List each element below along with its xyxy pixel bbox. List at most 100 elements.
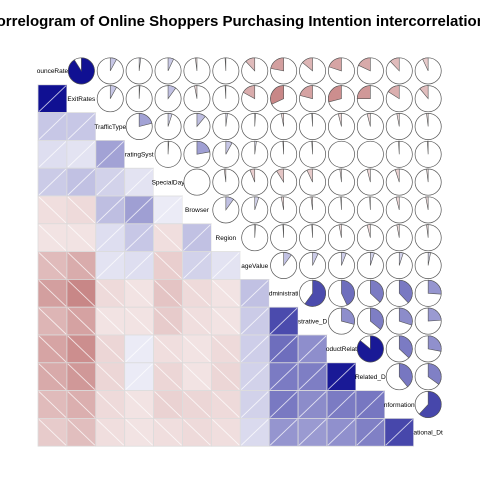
shade-hatch-line <box>38 419 67 446</box>
diagonal-cell <box>153 168 183 196</box>
shade-hatch-line <box>240 419 269 446</box>
pie-wedge <box>341 279 355 306</box>
pie-wedge <box>270 85 284 105</box>
pie-wedge <box>138 85 141 99</box>
pie-wedge <box>370 252 375 266</box>
pie-wedge <box>194 85 198 99</box>
shade-hatch-line <box>125 307 153 335</box>
variable-label: Region <box>216 235 237 242</box>
pie-wedge <box>398 279 413 304</box>
shade-hatch-line <box>298 391 327 418</box>
shade-hatch-line <box>154 307 182 335</box>
chart-title: Correlogram of Online Shoppers Purchasin… <box>0 13 480 30</box>
pie-wedge <box>283 252 292 267</box>
diagonal-cell <box>413 418 443 447</box>
shade-hatch-line <box>67 141 96 168</box>
shade-hatch-line <box>96 224 125 251</box>
pie-wedge <box>370 279 384 303</box>
pie-wedge <box>398 140 400 155</box>
pie-wedge <box>249 168 256 183</box>
pie-wedge <box>311 224 313 238</box>
diagonal-cell <box>211 223 241 252</box>
pie-wedge <box>426 168 429 183</box>
shade-hatch-line <box>183 391 211 418</box>
pie-wedge <box>270 57 284 72</box>
variable-label: TrafficType <box>94 124 126 131</box>
diagonal-cell <box>66 84 96 113</box>
pie-wedge <box>394 168 400 183</box>
shade-hatch-line <box>96 391 125 418</box>
pie-wedge <box>427 279 442 295</box>
pie-wedge <box>369 196 371 210</box>
shade-hatch-line <box>183 280 211 307</box>
shade-hatch-line <box>67 419 96 446</box>
pie-wedge <box>223 168 227 183</box>
pie-wedge <box>167 140 170 155</box>
shade-hatch-line <box>38 307 67 335</box>
shade-hatch-line <box>96 335 125 363</box>
pie-wedge <box>366 224 371 238</box>
pie-wedge <box>254 113 256 127</box>
shade-hatch-line <box>125 196 153 224</box>
pie-wedge <box>254 140 257 155</box>
shade-hatch-line <box>96 168 125 196</box>
pie-wedge <box>225 140 233 155</box>
pie-wedge <box>337 113 342 127</box>
variable-label: strative_D <box>298 318 328 325</box>
diagonal-cell <box>240 251 270 280</box>
pie-wedge <box>194 57 198 71</box>
variable-label: Browser <box>185 207 210 214</box>
diagonal-cell <box>95 112 125 141</box>
shade-hatch-line <box>154 252 182 279</box>
pie-wedge <box>398 363 413 388</box>
pie-wedge <box>242 85 256 100</box>
pie-outline <box>356 140 384 168</box>
pie-wedge <box>358 57 371 72</box>
pie-wedge <box>225 113 228 127</box>
pie-wedge <box>282 140 284 155</box>
shade-hatch-line <box>183 252 211 279</box>
diagonal-cell <box>355 362 385 391</box>
shade-hatch-line <box>67 113 96 140</box>
shade-hatch-line <box>154 363 182 390</box>
variable-label: nformation <box>384 402 415 409</box>
pie-wedge <box>389 57 400 72</box>
shade-hatch-line <box>38 168 67 196</box>
pie-wedge <box>245 57 256 72</box>
shade-hatch-line <box>96 363 125 390</box>
shade-hatch-line <box>96 196 125 224</box>
pie-wedge <box>356 85 371 99</box>
shade-hatch-line <box>154 419 182 446</box>
diagonal-cell <box>182 196 212 224</box>
shade-hatch-line <box>212 252 240 279</box>
pie-wedge <box>311 140 313 155</box>
pie-wedge <box>427 252 431 266</box>
shade-hatch-line <box>212 391 240 418</box>
shade-hatch-line <box>125 419 153 446</box>
pie-wedge <box>138 113 153 127</box>
pie-wedge <box>366 113 371 127</box>
pie-wedge <box>109 57 117 72</box>
variable-label: ounceRate <box>37 68 69 75</box>
shade-hatch-line <box>356 391 385 418</box>
pie-wedge <box>339 168 342 183</box>
pie-wedge <box>338 224 342 238</box>
shade-hatch-line <box>67 307 96 335</box>
shade-hatch-line <box>212 335 240 363</box>
shade-hatch-line <box>38 196 67 224</box>
pie-wedge <box>387 85 400 100</box>
shade-hatch-line <box>96 252 125 279</box>
shade-hatch-line <box>67 363 96 390</box>
pie-wedge <box>312 252 319 266</box>
variable-label: Related_D <box>355 374 386 381</box>
pie-wedge <box>426 113 429 127</box>
shade-hatch-line <box>212 419 240 446</box>
pie-wedge <box>370 307 384 330</box>
shade-hatch-line <box>38 141 67 168</box>
shade-hatch-line <box>240 363 269 390</box>
pie-wedge <box>224 57 227 71</box>
variable-label: ExitRates <box>67 96 96 103</box>
pie-wedge <box>196 113 206 128</box>
shade-hatch-line <box>240 307 269 335</box>
